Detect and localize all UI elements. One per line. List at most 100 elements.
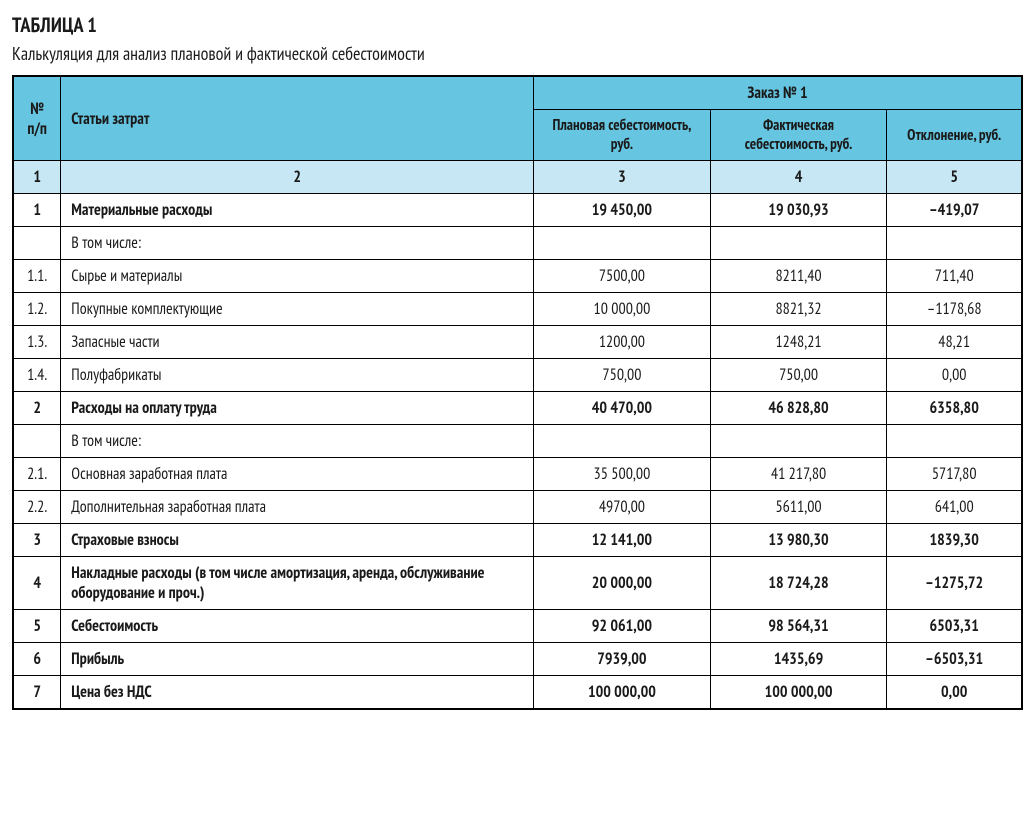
cell-actual: 13 980,30 xyxy=(710,524,887,557)
cell-planned xyxy=(534,227,711,260)
cell-deviation: 48,21 xyxy=(887,326,1022,359)
col-number-2: 2 xyxy=(61,161,534,194)
cell-actual: 100 000,00 xyxy=(710,676,887,710)
cell-deviation: 0,00 xyxy=(887,359,1022,392)
cell-cost-item: Прибыль xyxy=(61,643,534,676)
cell-row-number: 1.4. xyxy=(13,359,61,392)
header-row-number: № п/п xyxy=(13,76,61,161)
cell-deviation: –419,07 xyxy=(887,194,1022,227)
cell-actual: 1435,69 xyxy=(710,643,887,676)
table-row: 3Страховые взносы12 141,0013 980,301839,… xyxy=(13,524,1022,557)
header-cost-items: Статьи затрат xyxy=(61,76,534,161)
col-number-1: 1 xyxy=(13,161,61,194)
table-row: В том числе: xyxy=(13,227,1022,260)
cell-row-number: 1 xyxy=(13,194,61,227)
header-actual: Фактическая себестоимость, руб. xyxy=(710,110,887,161)
cell-planned: 7939,00 xyxy=(534,643,711,676)
cell-planned: 12 141,00 xyxy=(534,524,711,557)
cell-planned: 7500,00 xyxy=(534,260,711,293)
cell-row-number: 4 xyxy=(13,557,61,610)
cell-row-number: 1.3. xyxy=(13,326,61,359)
cell-deviation: 641,00 xyxy=(887,491,1022,524)
table-row: 1.3.Запасные части1200,001248,2148,21 xyxy=(13,326,1022,359)
cell-row-number: 1.2. xyxy=(13,293,61,326)
cell-row-number: 6 xyxy=(13,643,61,676)
table-row: 2.2.Дополнительная заработная плата4970,… xyxy=(13,491,1022,524)
cell-deviation: 6358,80 xyxy=(887,392,1022,425)
cell-row-number: 3 xyxy=(13,524,61,557)
table-body: 1Материальные расходы19 450,0019 030,93–… xyxy=(13,194,1022,710)
cell-actual xyxy=(710,425,887,458)
table-row: В том числе: xyxy=(13,425,1022,458)
cell-cost-item: Накладные расходы (в том числе амортизац… xyxy=(61,557,534,610)
cell-actual: 1248,21 xyxy=(710,326,887,359)
cell-deviation: 6503,31 xyxy=(887,610,1022,643)
cell-row-number: 7 xyxy=(13,676,61,710)
cell-cost-item: В том числе: xyxy=(61,425,534,458)
cell-cost-item: Страховые взносы xyxy=(61,524,534,557)
table-row: 1.1.Сырье и материалы7500,008211,40711,4… xyxy=(13,260,1022,293)
cell-planned: 1200,00 xyxy=(534,326,711,359)
table-row: 5Себестоимость92 061,0098 564,316503,31 xyxy=(13,610,1022,643)
cell-cost-item: Запасные части xyxy=(61,326,534,359)
cell-cost-item: Расходы на оплату труда xyxy=(61,392,534,425)
cell-deviation: 5717,80 xyxy=(887,458,1022,491)
cell-actual: 5611,00 xyxy=(710,491,887,524)
cell-actual: 46 828,80 xyxy=(710,392,887,425)
header-deviation: Отклонение, руб. xyxy=(887,110,1022,161)
cell-actual: 8211,40 xyxy=(710,260,887,293)
cell-planned: 19 450,00 xyxy=(534,194,711,227)
cell-deviation xyxy=(887,227,1022,260)
cell-row-number xyxy=(13,227,61,260)
cell-row-number: 2.1. xyxy=(13,458,61,491)
cell-cost-item: Полуфабрикаты xyxy=(61,359,534,392)
header-order: Заказ № 1 xyxy=(534,76,1022,110)
cell-actual: 41 217,80 xyxy=(710,458,887,491)
cell-planned: 10 000,00 xyxy=(534,293,711,326)
cell-deviation xyxy=(887,425,1022,458)
cell-cost-item: Себестоимость xyxy=(61,610,534,643)
cost-calculation-table: № п/п Статьи затрат Заказ № 1 Плановая с… xyxy=(12,75,1023,710)
cell-planned xyxy=(534,425,711,458)
table-row: 1.2.Покупные комплектующие10 000,008821,… xyxy=(13,293,1022,326)
table-row: 1.4.Полуфабрикаты750,00750,000,00 xyxy=(13,359,1022,392)
col-number-3: 3 xyxy=(534,161,711,194)
table-row: 2Расходы на оплату труда40 470,0046 828,… xyxy=(13,392,1022,425)
cell-row-number: 2 xyxy=(13,392,61,425)
cell-actual: 19 030,93 xyxy=(710,194,887,227)
cell-planned: 4970,00 xyxy=(534,491,711,524)
cell-cost-item: Дополнительная заработная плата xyxy=(61,491,534,524)
cell-deviation: 1839,30 xyxy=(887,524,1022,557)
cell-actual: 98 564,31 xyxy=(710,610,887,643)
table-row: 4Накладные расходы (в том числе амортиза… xyxy=(13,557,1022,610)
cell-cost-item: Сырье и материалы xyxy=(61,260,534,293)
cell-cost-item: Цена без НДС xyxy=(61,676,534,710)
table-row: 1Материальные расходы19 450,0019 030,93–… xyxy=(13,194,1022,227)
cell-planned: 40 470,00 xyxy=(534,392,711,425)
cell-deviation: –6503,31 xyxy=(887,643,1022,676)
cell-planned: 35 500,00 xyxy=(534,458,711,491)
col-number-4: 4 xyxy=(710,161,887,194)
cell-row-number xyxy=(13,425,61,458)
cell-planned: 92 061,00 xyxy=(534,610,711,643)
table-row: 2.1.Основная заработная плата35 500,0041… xyxy=(13,458,1022,491)
cell-planned: 20 000,00 xyxy=(534,557,711,610)
cell-deviation: 711,40 xyxy=(887,260,1022,293)
table-title: ТАБЛИЦА 1 xyxy=(12,12,1023,38)
cell-cost-item: Основная заработная плата xyxy=(61,458,534,491)
cell-actual: 8821,32 xyxy=(710,293,887,326)
cell-actual: 18 724,28 xyxy=(710,557,887,610)
cell-row-number: 1.1. xyxy=(13,260,61,293)
cell-deviation: –1178,68 xyxy=(887,293,1022,326)
cell-actual: 750,00 xyxy=(710,359,887,392)
cell-row-number: 5 xyxy=(13,610,61,643)
cell-deviation: 0,00 xyxy=(887,676,1022,710)
table-row: 7Цена без НДС100 000,00100 000,000,00 xyxy=(13,676,1022,710)
col-number-5: 5 xyxy=(887,161,1022,194)
table-row: 6Прибыль7939,001435,69–6503,31 xyxy=(13,643,1022,676)
cell-planned: 750,00 xyxy=(534,359,711,392)
cell-deviation: –1275,72 xyxy=(887,557,1022,610)
cell-cost-item: Покупные комплектующие xyxy=(61,293,534,326)
header-planned: Плановая себестоимость, руб. xyxy=(534,110,711,161)
table-subtitle: Калькуляция для анализ плановой и фактич… xyxy=(12,42,1023,65)
